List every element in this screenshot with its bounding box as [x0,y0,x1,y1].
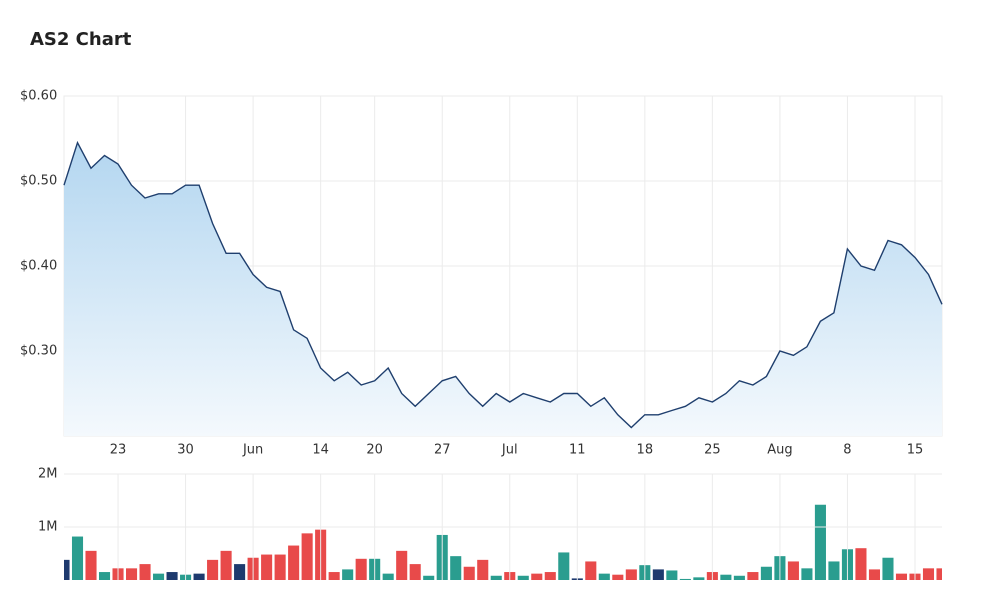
volume-bar [450,556,462,580]
volume-bar [733,575,745,580]
volume-bar [64,559,70,580]
x-tick-label: 14 [312,443,329,458]
volume-bar [801,568,813,580]
volume-bar [868,569,880,580]
price-line [63,140,943,429]
volume-bar [193,573,205,580]
volume-bar [409,564,421,580]
volume-bar [396,550,408,580]
volume-bar [139,564,151,580]
volume-bar [895,573,908,580]
volume-bar [423,575,435,580]
y-tick-label: $0.60 [20,89,57,104]
x-tick-label: 27 [434,443,451,458]
volume-bar [855,548,867,580]
y-tick-label: 1M [38,520,58,535]
volume-bar [747,572,759,580]
volume-bar [760,566,772,580]
x-tick-label: 20 [366,443,383,458]
x-tick-label: 11 [569,443,586,458]
volume-bar [288,545,300,580]
volume-bar [207,559,219,580]
volume-bar [720,574,732,580]
x-tick-label: 25 [704,443,721,458]
x-tick-label: Jul [501,443,518,458]
x-tick-label: 23 [110,443,127,458]
x-tick-label: Aug [767,443,792,458]
volume-bar [328,572,340,580]
volume-bar [693,577,705,580]
volume-bar [220,550,232,580]
volume-bar [382,573,394,580]
volume-bar [531,573,543,580]
volume-bar [355,558,367,580]
volume-bar [261,554,273,580]
volume-bar [477,559,489,580]
volume-bar [814,504,826,580]
volume-bar [517,575,529,580]
y-tick-label: 2M [38,467,58,482]
x-tick-label: 18 [637,443,654,458]
volume-bar [652,569,664,580]
chart-title: AS2 Chart [30,29,132,50]
volume-bar [936,568,942,580]
volume-bar [922,568,935,580]
volume-bar [585,561,597,580]
volume-bar [274,554,286,580]
x-tick-label: 15 [907,443,924,458]
volume-bar [544,572,556,580]
volume-bar [301,533,313,580]
volume-bar [342,569,354,580]
volume-bar [666,570,678,580]
volume-bar [787,561,799,580]
volume-bar [85,550,97,580]
volume-bar [98,572,111,580]
volume-bar [490,575,502,580]
volume-bar [882,557,894,580]
volume-bar [153,573,165,580]
volume-bar [463,566,475,580]
volume-bar [679,578,691,580]
volume-bar [234,564,246,580]
price-area [64,142,942,436]
y-tick-label: $0.50 [20,174,57,189]
volume-bar [598,573,610,580]
volume-bar [166,572,178,580]
volume-bar [558,552,570,580]
volume-bar [71,536,84,580]
y-tick-label: $0.30 [20,344,57,359]
volume-bar [126,568,138,580]
volume-bar [612,574,624,580]
x-tick-label: 30 [177,443,194,458]
volume-bar [828,561,840,580]
volume-bar [625,569,637,580]
x-tick-label: Jun [242,443,263,458]
x-tick-label: 8 [843,443,851,458]
y-tick-label: $0.40 [20,259,57,274]
